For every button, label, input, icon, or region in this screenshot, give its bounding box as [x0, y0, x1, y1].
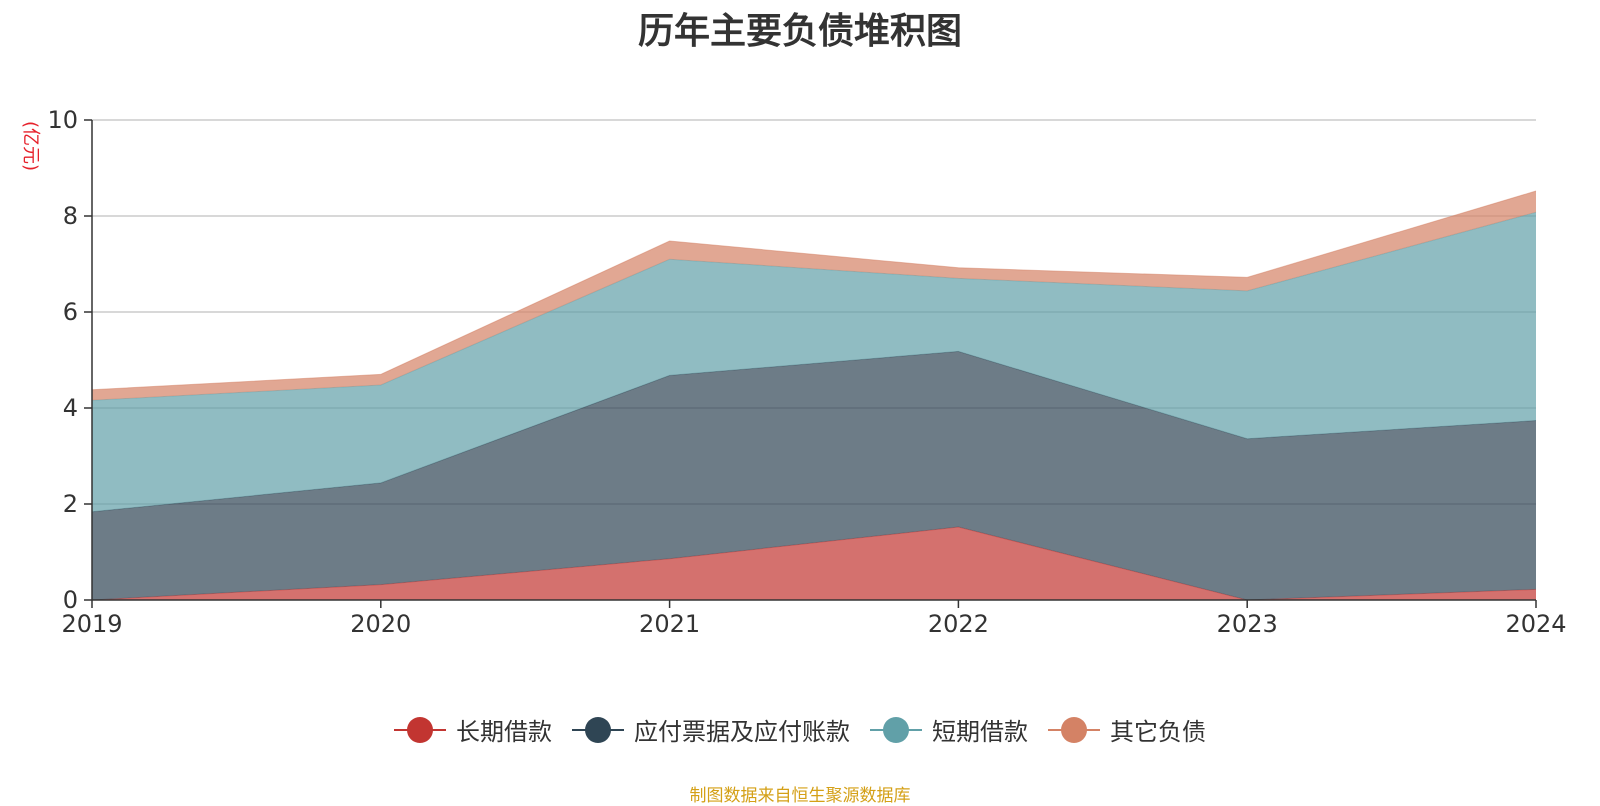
legend-label: 应付票据及应付账款 — [634, 718, 850, 746]
stacked-area-chart: 0 2 4 6 8 10 2019 2020 2021 2022 2023 2024 — [47, 106, 1566, 638]
area-series — [91, 190, 1537, 601]
legend-item-3[interactable]: 短期借款 — [870, 712, 1028, 747]
area-4 — [92, 191, 1536, 401]
legend: 长期借款 应付票据及应付账款 短期借款 其它负债 — [0, 712, 1600, 747]
area-1 — [92, 527, 1536, 600]
legend-marker-icon — [1048, 716, 1100, 743]
legend-marker-icon — [870, 716, 922, 743]
y-tick-label: 8 — [63, 202, 78, 230]
x-tick-label: 2022 — [928, 610, 989, 638]
x-tick-label: 2024 — [1505, 610, 1566, 638]
chart-title: 历年主要负债堆积图 — [637, 11, 962, 52]
axes: 0 2 4 6 8 10 2019 2020 2021 2022 2023 2024 — [47, 106, 1566, 638]
area-2 — [92, 351, 1536, 600]
area-edge-4 — [91, 190, 1537, 391]
legend-label: 长期借款 — [456, 718, 552, 746]
legend-item-2[interactable]: 应付票据及应付账款 — [572, 712, 850, 747]
area-3 — [92, 212, 1536, 512]
legend-label: 其它负债 — [1110, 718, 1206, 746]
y-tick-label: 6 — [63, 298, 78, 326]
legend-marker-icon — [394, 716, 446, 743]
x-tick-label: 2021 — [639, 610, 700, 638]
data-source-note: 制图数据来自恒生聚源数据库 — [689, 786, 911, 806]
y-tick-label: 2 — [63, 490, 78, 518]
legend-item-1[interactable]: 长期借款 — [394, 712, 552, 747]
legend-label: 短期借款 — [932, 718, 1028, 746]
y-tick-label: 0 — [63, 586, 78, 614]
x-tick-label: 2019 — [61, 610, 122, 638]
x-tick-label: 2023 — [1217, 610, 1278, 638]
legend-marker-icon — [572, 716, 624, 743]
y-tick-label: 10 — [47, 106, 78, 134]
y-tick-label: 4 — [63, 394, 78, 422]
x-tick-label: 2020 — [350, 610, 411, 638]
legend-item-4[interactable]: 其它负债 — [1048, 712, 1206, 747]
